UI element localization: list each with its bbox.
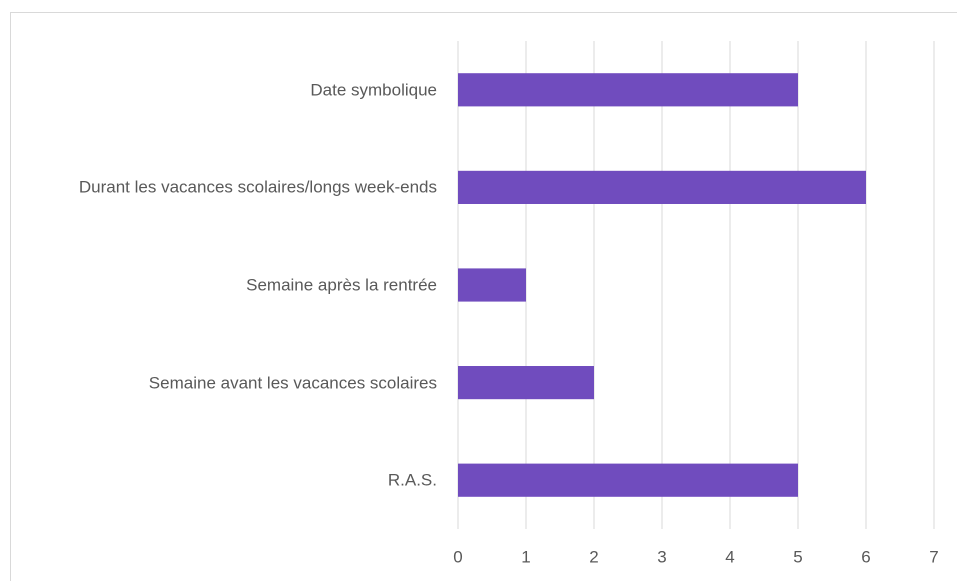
y-tick-label: Semaine après la rentrée xyxy=(246,275,437,295)
bar xyxy=(458,73,798,107)
bar xyxy=(458,268,526,302)
y-tick-label-box: Semaine après la rentrée xyxy=(20,275,437,296)
y-tick-label: Durant les vacances scolaires/longs week… xyxy=(78,177,437,197)
x-tick-label: 0 xyxy=(453,547,462,566)
y-tick-label-box: Date symbolique xyxy=(20,79,437,100)
bar xyxy=(458,366,594,400)
x-tick-label: 7 xyxy=(929,547,938,566)
x-tick-label: 5 xyxy=(793,547,802,566)
bar xyxy=(458,170,866,204)
x-tick-label: 6 xyxy=(861,547,870,566)
y-tick-label: Date symbolique xyxy=(310,80,437,100)
x-tick-label: 1 xyxy=(521,547,530,566)
y-tick-label-box: R.A.S. xyxy=(20,470,437,491)
y-tick-label: R.A.S. xyxy=(387,470,437,490)
y-tick-label-box: Durant les vacances scolaires/longs week… xyxy=(20,177,437,198)
chart-border xyxy=(10,12,957,581)
x-tick-label: 4 xyxy=(725,547,734,566)
y-tick-label-box: Semaine avant les vacances scolaires xyxy=(20,372,437,393)
x-tick-label: 2 xyxy=(589,547,598,566)
y-tick-label: Semaine avant les vacances scolaires xyxy=(148,373,437,393)
x-tick-label: 3 xyxy=(657,547,666,566)
bar xyxy=(458,463,798,497)
